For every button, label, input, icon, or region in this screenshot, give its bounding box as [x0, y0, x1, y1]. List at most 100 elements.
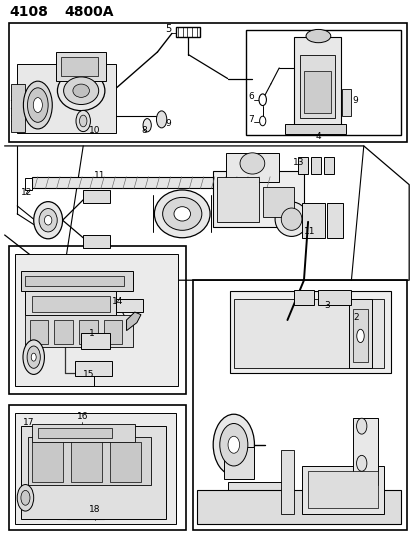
- Text: 4108: 4108: [9, 5, 48, 19]
- Bar: [24, 179, 32, 190]
- Bar: [196, 490, 400, 524]
- Text: 8: 8: [142, 126, 147, 135]
- Text: 12: 12: [21, 188, 32, 197]
- Text: 14: 14: [112, 297, 123, 306]
- Bar: [29, 320, 48, 344]
- Text: 2: 2: [353, 313, 358, 322]
- Text: 18: 18: [89, 505, 101, 514]
- Text: 3: 3: [324, 302, 330, 310]
- Bar: [83, 235, 110, 248]
- Bar: [17, 64, 116, 133]
- Ellipse shape: [21, 490, 30, 505]
- Ellipse shape: [23, 340, 44, 374]
- Ellipse shape: [280, 208, 301, 230]
- Bar: [15, 254, 178, 386]
- Text: 11: 11: [303, 227, 315, 236]
- Ellipse shape: [356, 455, 366, 471]
- Bar: [293, 290, 313, 305]
- Ellipse shape: [44, 215, 52, 225]
- Bar: [223, 447, 254, 479]
- Bar: [54, 320, 73, 344]
- Bar: [71, 442, 102, 482]
- Bar: [9, 246, 186, 394]
- Bar: [21, 271, 133, 291]
- Text: 17: 17: [23, 418, 35, 427]
- Ellipse shape: [259, 116, 265, 126]
- Bar: [75, 361, 112, 376]
- Ellipse shape: [64, 77, 98, 104]
- Bar: [303, 70, 330, 113]
- Ellipse shape: [23, 81, 52, 129]
- Bar: [25, 291, 116, 314]
- Bar: [299, 55, 334, 118]
- Bar: [38, 428, 112, 438]
- Bar: [217, 177, 258, 222]
- Bar: [227, 482, 289, 503]
- Bar: [81, 333, 110, 349]
- Text: 5: 5: [164, 25, 171, 35]
- Bar: [225, 153, 278, 182]
- Ellipse shape: [143, 118, 151, 132]
- Ellipse shape: [27, 88, 48, 122]
- Ellipse shape: [73, 84, 89, 98]
- Bar: [31, 442, 62, 482]
- Bar: [342, 89, 350, 116]
- Bar: [25, 314, 133, 346]
- Bar: [83, 190, 110, 203]
- Bar: [301, 203, 324, 238]
- Ellipse shape: [17, 484, 33, 511]
- Bar: [21, 426, 165, 519]
- Bar: [56, 52, 106, 81]
- Bar: [11, 84, 25, 132]
- Bar: [9, 405, 186, 530]
- Bar: [353, 418, 377, 484]
- Bar: [110, 442, 141, 482]
- Bar: [60, 57, 97, 76]
- Bar: [297, 157, 307, 174]
- Ellipse shape: [33, 98, 42, 112]
- Text: 9: 9: [165, 119, 171, 128]
- Bar: [280, 450, 293, 514]
- Text: 7: 7: [248, 115, 254, 124]
- Bar: [31, 424, 135, 442]
- Bar: [176, 27, 199, 37]
- Bar: [233, 299, 384, 368]
- Text: 15: 15: [83, 370, 95, 379]
- Ellipse shape: [76, 110, 90, 132]
- Text: 4: 4: [315, 132, 320, 141]
- Ellipse shape: [219, 424, 247, 466]
- Bar: [318, 290, 351, 305]
- Ellipse shape: [213, 414, 254, 475]
- Text: 1: 1: [89, 328, 95, 337]
- Ellipse shape: [240, 153, 264, 174]
- Bar: [349, 299, 371, 368]
- Bar: [353, 309, 367, 362]
- Bar: [301, 466, 384, 514]
- Ellipse shape: [79, 115, 87, 127]
- Ellipse shape: [33, 201, 62, 239]
- Bar: [31, 296, 110, 312]
- Ellipse shape: [356, 329, 363, 343]
- Ellipse shape: [259, 94, 266, 106]
- Bar: [307, 471, 377, 508]
- Ellipse shape: [154, 190, 209, 238]
- Text: 11: 11: [93, 172, 105, 181]
- Ellipse shape: [356, 418, 366, 434]
- Bar: [310, 157, 320, 174]
- Bar: [229, 291, 390, 373]
- Bar: [284, 124, 346, 134]
- Bar: [9, 23, 406, 142]
- Ellipse shape: [162, 197, 202, 230]
- Ellipse shape: [156, 111, 166, 128]
- Bar: [262, 187, 293, 216]
- Bar: [213, 172, 303, 227]
- Text: 6: 6: [248, 92, 254, 101]
- Bar: [116, 299, 143, 312]
- Bar: [79, 320, 97, 344]
- Text: 10: 10: [89, 126, 101, 135]
- Text: 13: 13: [292, 158, 304, 167]
- Bar: [25, 276, 124, 286]
- Polygon shape: [126, 312, 141, 330]
- Bar: [326, 203, 342, 238]
- Ellipse shape: [173, 207, 190, 221]
